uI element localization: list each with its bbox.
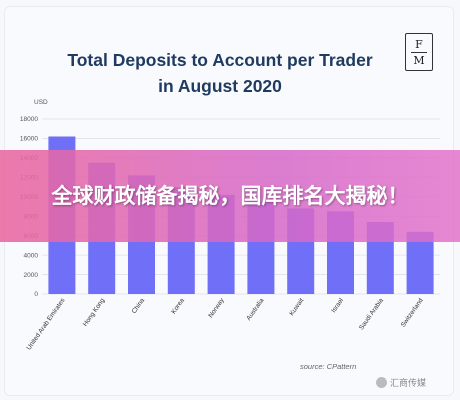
x-category-label: Saudi Arabia: [358, 297, 385, 332]
logo: F M: [405, 33, 433, 71]
watermark: 汇商传媒: [376, 376, 426, 389]
y-tick-label: 18000: [20, 116, 38, 123]
x-category-label: Hong Kong: [82, 297, 107, 328]
x-category-label: United Arab Emirates: [26, 297, 67, 352]
y-tick-label: 0: [34, 291, 38, 298]
x-category-label: Norway: [207, 297, 226, 320]
chart-title: Total Deposits to Account per Trader in …: [67, 50, 373, 96]
logo-letter-bottom: M: [413, 53, 425, 67]
x-category-label: Israel: [330, 297, 345, 314]
y-tick-label: 16000: [20, 136, 38, 143]
y-axis-unit: USD: [34, 99, 48, 106]
logo-divider: [411, 51, 427, 53]
source-note: source: CPattern: [300, 362, 357, 371]
y-tick-label: 2000: [24, 272, 39, 279]
watermark-icon: [376, 377, 387, 388]
bar: [406, 231, 434, 294]
x-category-label: Switzerland: [400, 297, 425, 329]
logo-letter-top: F: [415, 37, 423, 51]
watermark-text: 汇商传媒: [390, 378, 427, 388]
y-tick-label: 4000: [24, 252, 39, 259]
x-category-label: Australia: [245, 297, 265, 322]
x-category-label: China: [131, 297, 147, 315]
x-category-label: Korea: [170, 297, 186, 316]
overlay-banner: 全球财政储备揭秘，国库排名大揭秘！: [0, 150, 460, 242]
x-category-label: Kuwait: [288, 297, 305, 317]
banner-text: 全球财政储备揭秘，国库排名大揭秘！: [51, 183, 409, 208]
